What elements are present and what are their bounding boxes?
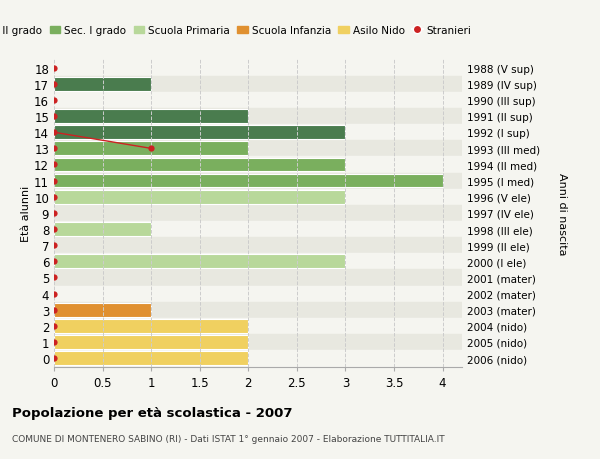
Bar xyxy=(54,174,443,188)
Bar xyxy=(54,255,346,269)
Bar xyxy=(54,319,248,333)
Bar xyxy=(54,205,462,222)
Bar xyxy=(54,270,462,286)
Bar xyxy=(54,334,462,350)
Bar xyxy=(54,77,462,93)
Legend: Sec. II grado, Sec. I grado, Scuola Primaria, Scuola Infanzia, Asilo Nido, Stran: Sec. II grado, Sec. I grado, Scuola Prim… xyxy=(0,22,476,40)
Bar xyxy=(54,126,346,140)
Bar xyxy=(54,254,462,270)
Bar xyxy=(54,141,462,157)
Bar xyxy=(54,93,462,109)
Y-axis label: Età alunni: Età alunni xyxy=(22,185,31,241)
Text: COMUNE DI MONTENERO SABINO (RI) - Dati ISTAT 1° gennaio 2007 - Elaborazione TUTT: COMUNE DI MONTENERO SABINO (RI) - Dati I… xyxy=(12,434,445,443)
Bar xyxy=(54,303,151,317)
Bar xyxy=(54,223,151,236)
Bar xyxy=(54,336,248,349)
Y-axis label: Anni di nascita: Anni di nascita xyxy=(557,172,566,255)
Bar xyxy=(54,142,248,156)
Bar xyxy=(54,350,462,366)
Bar xyxy=(54,78,151,91)
Bar xyxy=(54,302,462,318)
Bar xyxy=(54,173,462,189)
Bar xyxy=(54,222,462,238)
Text: Popolazione per età scolastica - 2007: Popolazione per età scolastica - 2007 xyxy=(12,406,293,419)
Bar xyxy=(54,286,462,302)
Bar xyxy=(54,61,462,77)
Bar xyxy=(54,352,248,365)
Bar xyxy=(54,189,462,205)
Bar xyxy=(54,238,462,254)
Bar xyxy=(54,190,346,204)
Bar xyxy=(54,125,462,141)
Bar xyxy=(54,157,462,173)
Bar xyxy=(54,110,248,123)
Bar xyxy=(54,158,346,172)
Bar xyxy=(54,109,462,125)
Bar xyxy=(54,318,462,334)
